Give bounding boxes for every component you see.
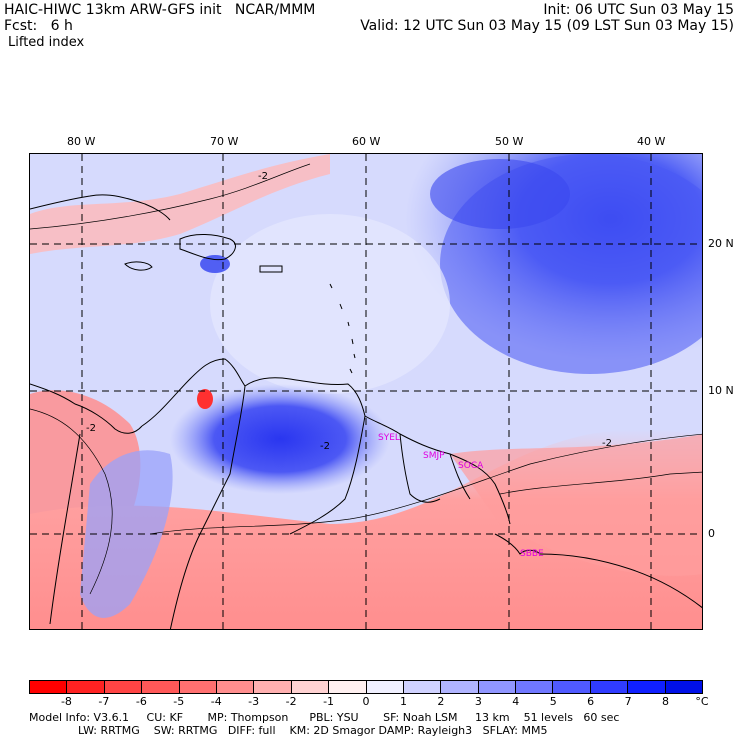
colorbar-tick-label: -1	[323, 695, 335, 708]
contour-label-central: -2	[320, 441, 330, 452]
model-info-line1: Model Info: V3.6.1 CU: KF MP: Thompson P…	[29, 711, 620, 724]
forecast-hour: Fcst: 6 h	[4, 18, 73, 34]
colorbar-tick-label: -7	[98, 695, 110, 708]
lifted-index-map	[30, 154, 702, 629]
colorbar-tick-label: -2	[285, 695, 297, 708]
colorbar-tick-label: -4	[210, 695, 222, 708]
colorbar-tick-label: 4	[512, 695, 520, 708]
station-soca: SOCA	[458, 461, 484, 471]
colorbar-segment	[30, 681, 68, 693]
colorbar-tick-label: 1	[399, 695, 407, 708]
border-venezuela-guyana	[289, 415, 366, 535]
colorbar-segment	[590, 681, 629, 693]
contour-label-east: -2	[602, 438, 612, 449]
colorbar-segment	[67, 681, 105, 693]
lon-label-80w: 80 W	[67, 135, 96, 148]
lat-label-10n: 10 N	[708, 384, 734, 397]
contour-north	[30, 163, 311, 230]
contour-label-north: -2	[258, 171, 268, 182]
lat-label-0: 0	[708, 527, 715, 540]
station-syel: SYEL	[378, 433, 400, 443]
colorbar-segment	[441, 681, 479, 693]
colorbar-segment	[403, 681, 442, 693]
field-venezuela-positive	[170, 384, 390, 494]
border-guyana-suriname	[399, 433, 441, 503]
contours	[30, 163, 702, 595]
coast-pacific	[49, 433, 81, 625]
colorbar	[29, 680, 703, 694]
map-panel: -2 -2 -2 -2 SYEL SMJP SOCA SBBE	[29, 153, 703, 630]
colorbar-unit: °C	[695, 695, 709, 708]
contour-guiana	[499, 471, 702, 495]
lat-label-20n: 20 N	[708, 237, 734, 250]
colorbar-segment	[329, 681, 367, 693]
colorbar-segment	[179, 681, 217, 693]
colorbar-tick-label: 8	[662, 695, 670, 708]
station-smjp: SMJP	[423, 451, 445, 461]
colorbar-segment	[254, 681, 292, 693]
colorbar-segment	[291, 681, 330, 693]
colorbar-segment	[478, 681, 517, 693]
field-caribbean-light	[210, 214, 450, 394]
border-colombia-venezuela	[169, 385, 246, 629]
colorbar-segment	[366, 681, 404, 693]
colorbar-tick-label: -8	[60, 695, 72, 708]
colorbar-tick-label: 5	[549, 695, 557, 708]
field-name: Lifted index	[8, 35, 85, 50]
coast-lesser-antilles	[329, 283, 356, 374]
field-maracaibo-negative	[197, 389, 213, 409]
colorbar-tick-label: 0	[362, 695, 370, 708]
coast-cuba	[30, 194, 171, 221]
coast-hispaniola	[179, 234, 236, 261]
colorbar-segment	[516, 681, 554, 693]
field-north-negative	[30, 154, 330, 254]
coast-jamaica	[124, 261, 153, 271]
coast-brazil-north	[539, 553, 702, 609]
coast-panama	[30, 383, 143, 434]
colorbar-tick-label: 2	[437, 695, 445, 708]
contour-west	[30, 408, 113, 595]
coastlines	[30, 194, 702, 629]
colorbar-tick-label: 7	[624, 695, 632, 708]
grid-lines	[30, 154, 702, 629]
contour-south	[149, 433, 702, 535]
colorbar-segment	[104, 681, 143, 693]
model-info-line2: LW: RRTMG SW: RRTMG DIFF: full KM: 2D Sm…	[29, 724, 548, 737]
colorbar-segment	[216, 681, 255, 693]
init-time: Init: 06 UTC Sun 03 May 15	[543, 2, 734, 18]
lon-label-70w: 70 W	[210, 135, 239, 148]
colorbar-tick-label: 6	[587, 695, 595, 708]
lon-label-60w: 60 W	[352, 135, 381, 148]
coast-puerto-rico	[259, 265, 283, 273]
colorbar-tick-label: 3	[474, 695, 482, 708]
colorbar-tick-label: -5	[173, 695, 185, 708]
colorbar-tick-label: -3	[248, 695, 260, 708]
coast-south-america-north	[141, 358, 511, 525]
coast-amazon-mouth	[494, 533, 541, 555]
colorbar-segment	[628, 681, 666, 693]
contour-label-west: -2	[86, 423, 96, 434]
border-suriname-guiana	[449, 453, 471, 500]
valid-time: Valid: 12 UTC Sun 03 May 15 (09 LST Sun …	[360, 18, 734, 34]
colorbar-segment	[665, 681, 703, 693]
colorbar-segment	[142, 681, 180, 693]
lon-label-50w: 50 W	[495, 135, 524, 148]
chart-title: HAIC-HIWC 13km ARW-GFS init NCAR/MMM	[4, 2, 316, 18]
station-sbbe: SBBE	[520, 549, 544, 559]
colorbar-tick-label: -6	[135, 695, 147, 708]
field-atlantic-north	[430, 159, 570, 229]
lon-label-40w: 40 W	[637, 135, 666, 148]
colorbar-segment	[553, 681, 591, 693]
